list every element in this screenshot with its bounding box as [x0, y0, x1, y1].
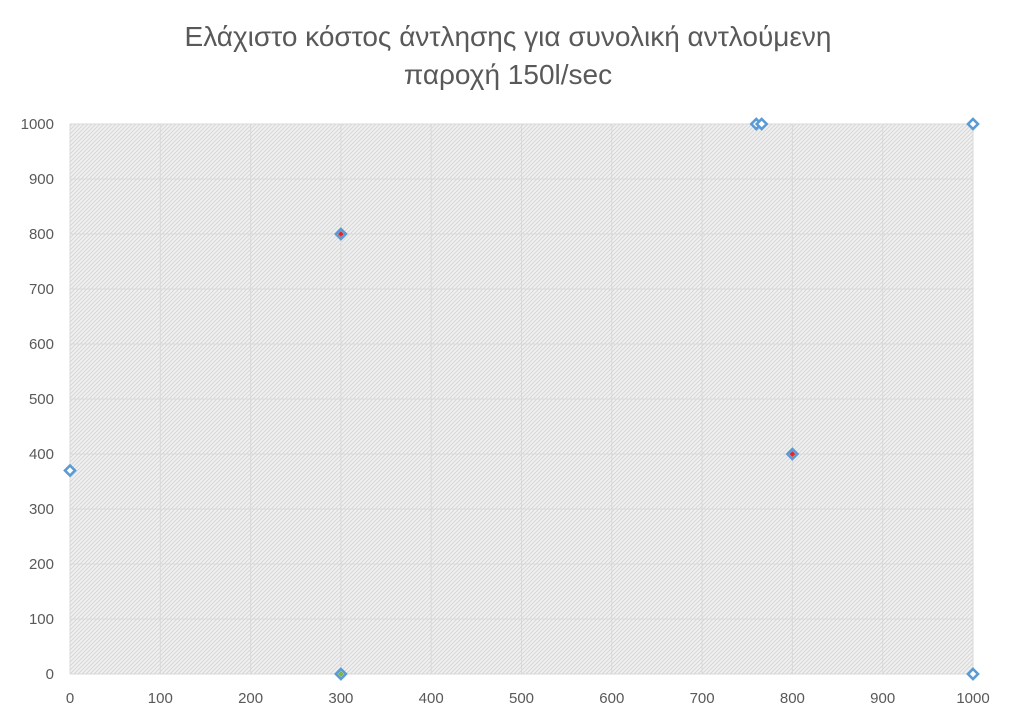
x-tick-label: 200 [238, 690, 263, 707]
x-tick-label: 700 [690, 690, 715, 707]
x-tick-label: 1000 [956, 690, 989, 707]
x-tick-label: 800 [780, 690, 805, 707]
y-tick-label: 1000 [21, 116, 54, 133]
data-point-marker [789, 451, 796, 457]
x-tick-label: 300 [328, 690, 353, 707]
x-tick-label: 0 [66, 690, 74, 707]
y-tick-label: 200 [29, 556, 54, 573]
data-point-diamond [754, 117, 769, 131]
gridlines [69, 123, 974, 675]
y-tick-label: 800 [29, 226, 54, 243]
data-point-marker [337, 671, 344, 677]
data-points [63, 117, 980, 681]
chart-title-line-1: Ελάχιστο κόστος άντλησης για συνολική αν… [184, 21, 832, 52]
y-tick-label: 100 [29, 611, 54, 628]
x-tick-label: 900 [870, 690, 895, 707]
x-tick-label: 500 [509, 690, 534, 707]
y-tick-label: 900 [29, 171, 54, 188]
chart-title: Ελάχιστο κόστος άντλησης για συνολική αν… [0, 18, 1016, 94]
y-tick-label: 300 [29, 501, 54, 518]
x-tick-label: 100 [148, 690, 173, 707]
x-tick-label: 400 [419, 690, 444, 707]
y-tick-label: 400 [29, 446, 54, 463]
y-tick-label: 500 [29, 391, 54, 408]
data-point-diamond [966, 117, 980, 131]
y-tick-label: 0 [46, 666, 54, 683]
y-tick-label: 700 [29, 281, 54, 298]
y-tick-label: 600 [29, 336, 54, 353]
data-point-diamond [966, 667, 980, 681]
x-tick-label: 600 [599, 690, 624, 707]
data-point-diamond [63, 463, 77, 478]
axes: 0 100 200 300 400 500 600 700 800 900 1000 0 100 200 3… [21, 116, 990, 707]
data-point-marker [337, 231, 344, 237]
chart-title-line-2: παροχή 150l/sec [403, 59, 613, 90]
